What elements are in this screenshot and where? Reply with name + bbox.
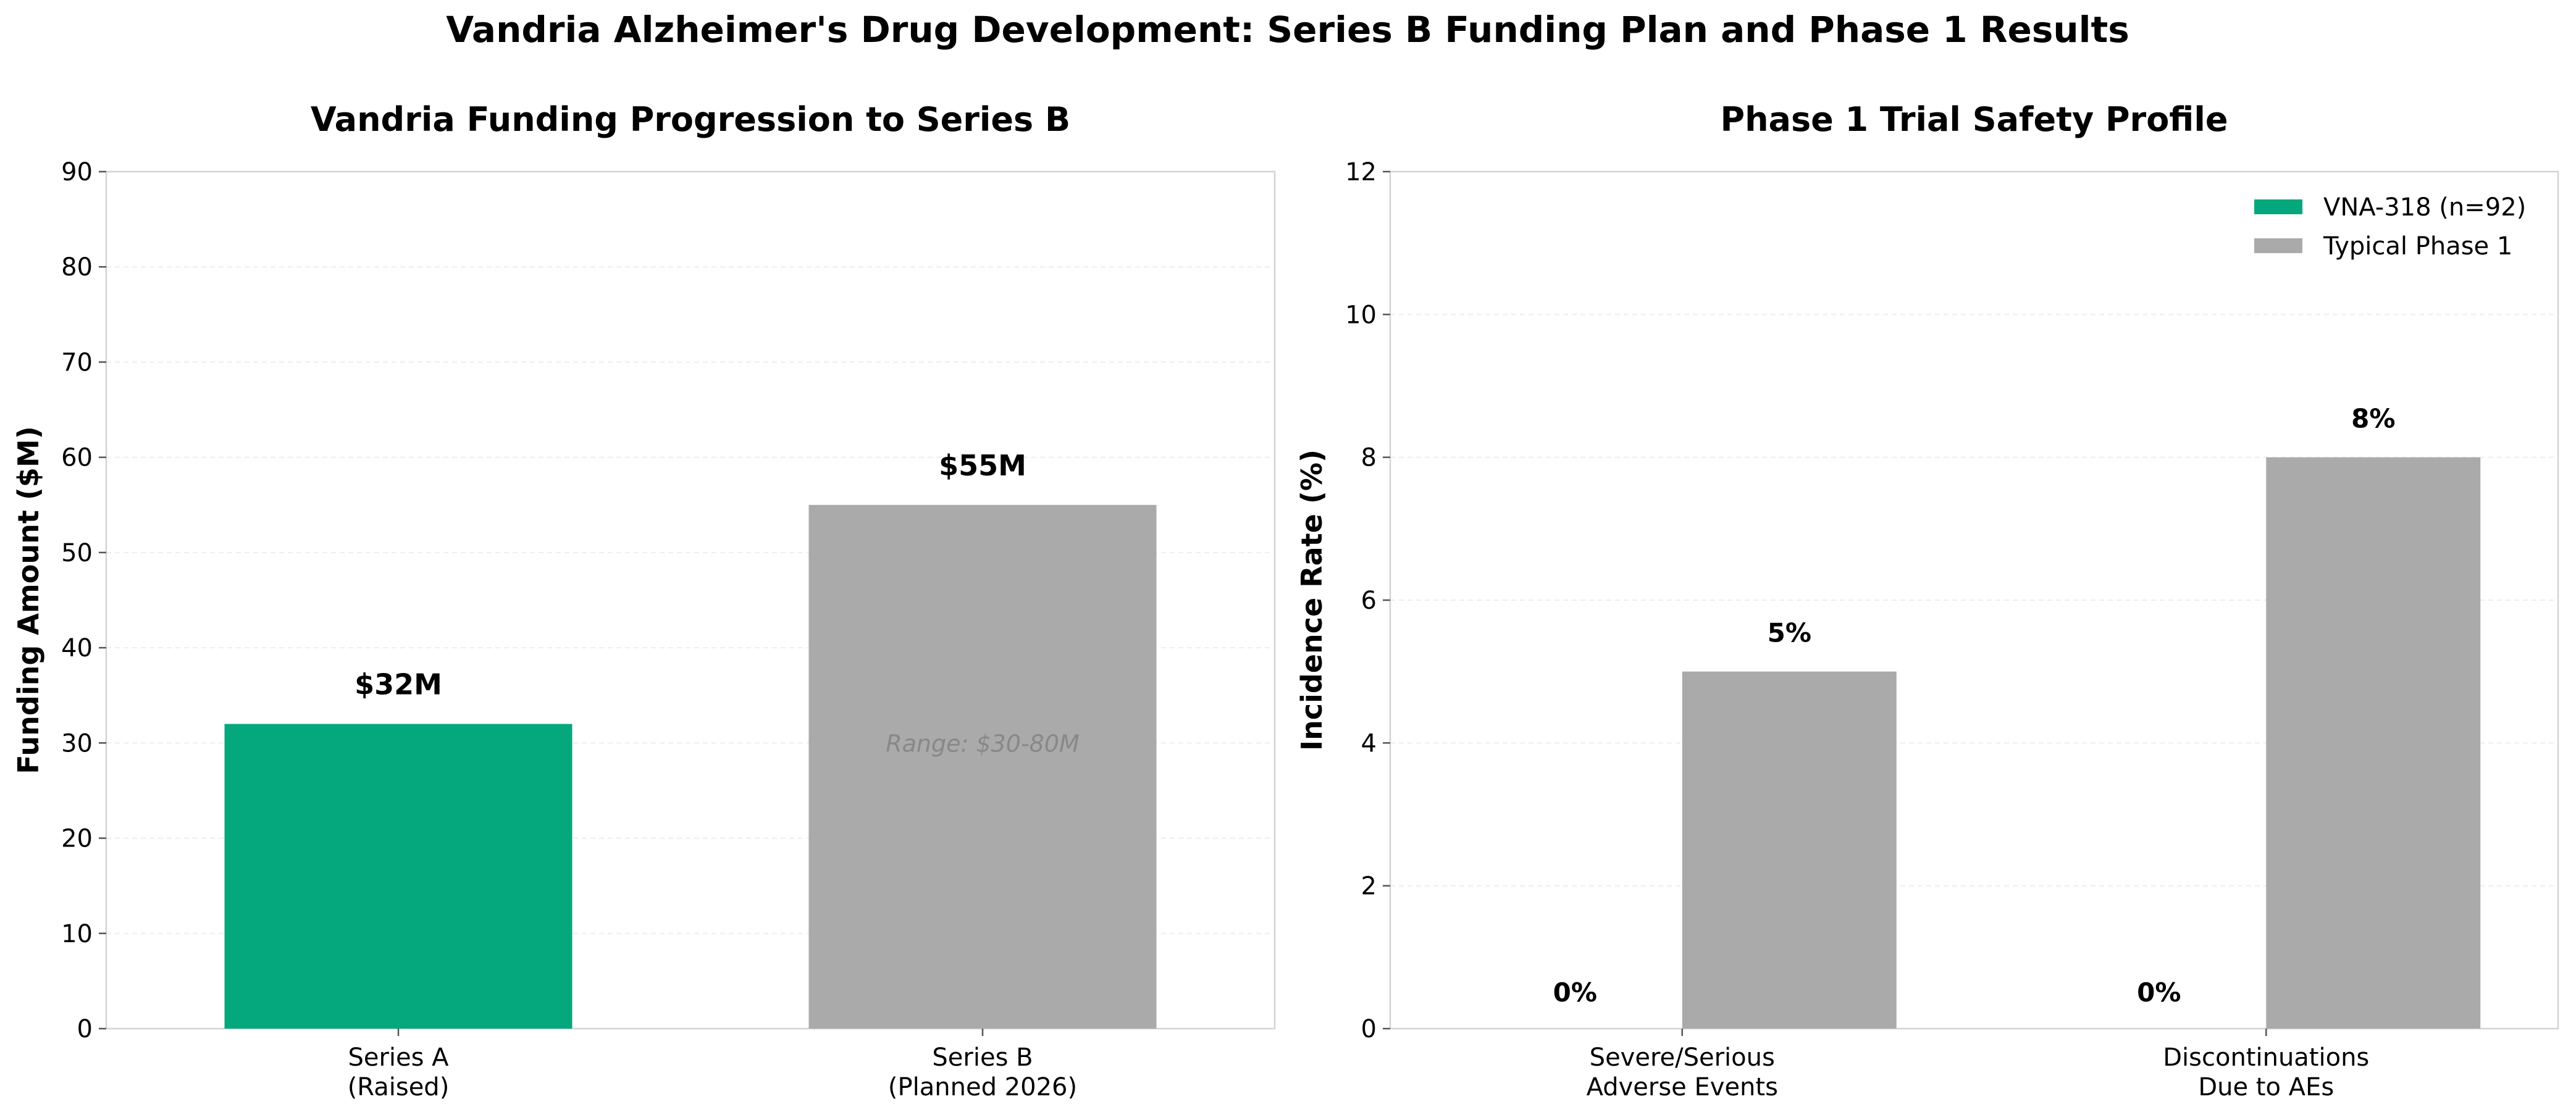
legend-swatch <box>2254 199 2302 214</box>
legend-label: VNA-318 (n=92) <box>2323 193 2526 222</box>
y-tick-label: 30 <box>61 729 93 758</box>
y-tick-label: 50 <box>61 539 93 567</box>
x-tick-label-line: Due to AEs <box>2198 1073 2334 1101</box>
y-axis-label: Incidence Rate (%) <box>1295 449 1328 751</box>
bar <box>1682 671 1897 1029</box>
bar-value-label: $55M <box>939 449 1026 482</box>
chart-title: Phase 1 Trial Safety Profile <box>1721 100 2228 139</box>
range-annotation: Range: $30-80M <box>886 730 1080 757</box>
y-tick-label: 12 <box>1345 158 1377 186</box>
legend-swatch <box>2254 238 2302 253</box>
y-tick-label: 0 <box>1361 1015 1377 1043</box>
bar-value-label: 0% <box>1553 977 1597 1008</box>
safety-chart-panel: 0 2 4 6 8 10 12 Incidence Rate (%) Phase 1 Trial… <box>1295 100 2559 1101</box>
y-tick-label: 10 <box>1345 301 1377 329</box>
y-axis-label: Funding Amount ($M) <box>12 426 45 774</box>
plot-frame <box>105 170 1276 1030</box>
x-tick-label-line: Series B <box>932 1043 1033 1072</box>
x-tick-label-line: Adverse Events <box>1587 1073 1778 1101</box>
figure-suptitle: Vandria Alzheimer's Drug Development: Se… <box>446 9 2129 51</box>
y-tick-label: 0 <box>77 1015 93 1043</box>
chart-title: Vandria Funding Progression to Series B <box>311 100 1070 139</box>
y-tick-label: 6 <box>1361 587 1377 615</box>
x-tick-label: Series B (Planned 2026) <box>888 1043 1077 1101</box>
x-tick-label-line: Series A <box>348 1043 449 1072</box>
y-tick-label: 80 <box>61 253 93 282</box>
x-tick-label-line: (Raised) <box>348 1073 450 1101</box>
bar-value-label: $32M <box>355 667 442 701</box>
y-tick-label: 90 <box>61 158 93 186</box>
x-tick-label: Discontinuations Due to AEs <box>2163 1043 2369 1101</box>
bar-value-label: 0% <box>2137 977 2181 1008</box>
y-tick-label: 20 <box>61 825 93 853</box>
y-tick-label: 10 <box>61 920 93 948</box>
bar <box>2266 457 2481 1029</box>
funding-chart-panel: 0 10 20 30 40 50 60 70 80 90 Funding Amount ($M) Va… <box>12 100 1276 1101</box>
legend-label: Typical Phase 1 <box>2323 232 2512 261</box>
x-tick-label-line: (Planned 2026) <box>888 1073 1077 1101</box>
y-tick-label: 4 <box>1361 729 1377 758</box>
y-tick-label: 40 <box>61 634 93 662</box>
y-tick-label: 2 <box>1361 872 1377 901</box>
bar-value-label: 8% <box>2351 404 2395 434</box>
x-tick-label-line: Discontinuations <box>2163 1043 2369 1072</box>
x-tick-label-line: Severe/Serious <box>1590 1043 1775 1072</box>
bar <box>224 724 573 1029</box>
legend: VNA-318 (n=92) Typical Phase 1 <box>2254 193 2526 261</box>
bar-value-label: 5% <box>1768 618 1811 648</box>
y-tick-label: 8 <box>1361 444 1377 472</box>
x-tick-label: Severe/Serious Adverse Events <box>1587 1043 1778 1101</box>
bar <box>808 504 1157 1029</box>
y-tick-label: 70 <box>61 348 93 377</box>
x-tick-label: Series A (Raised) <box>348 1043 450 1101</box>
y-tick-label: 60 <box>61 444 93 472</box>
